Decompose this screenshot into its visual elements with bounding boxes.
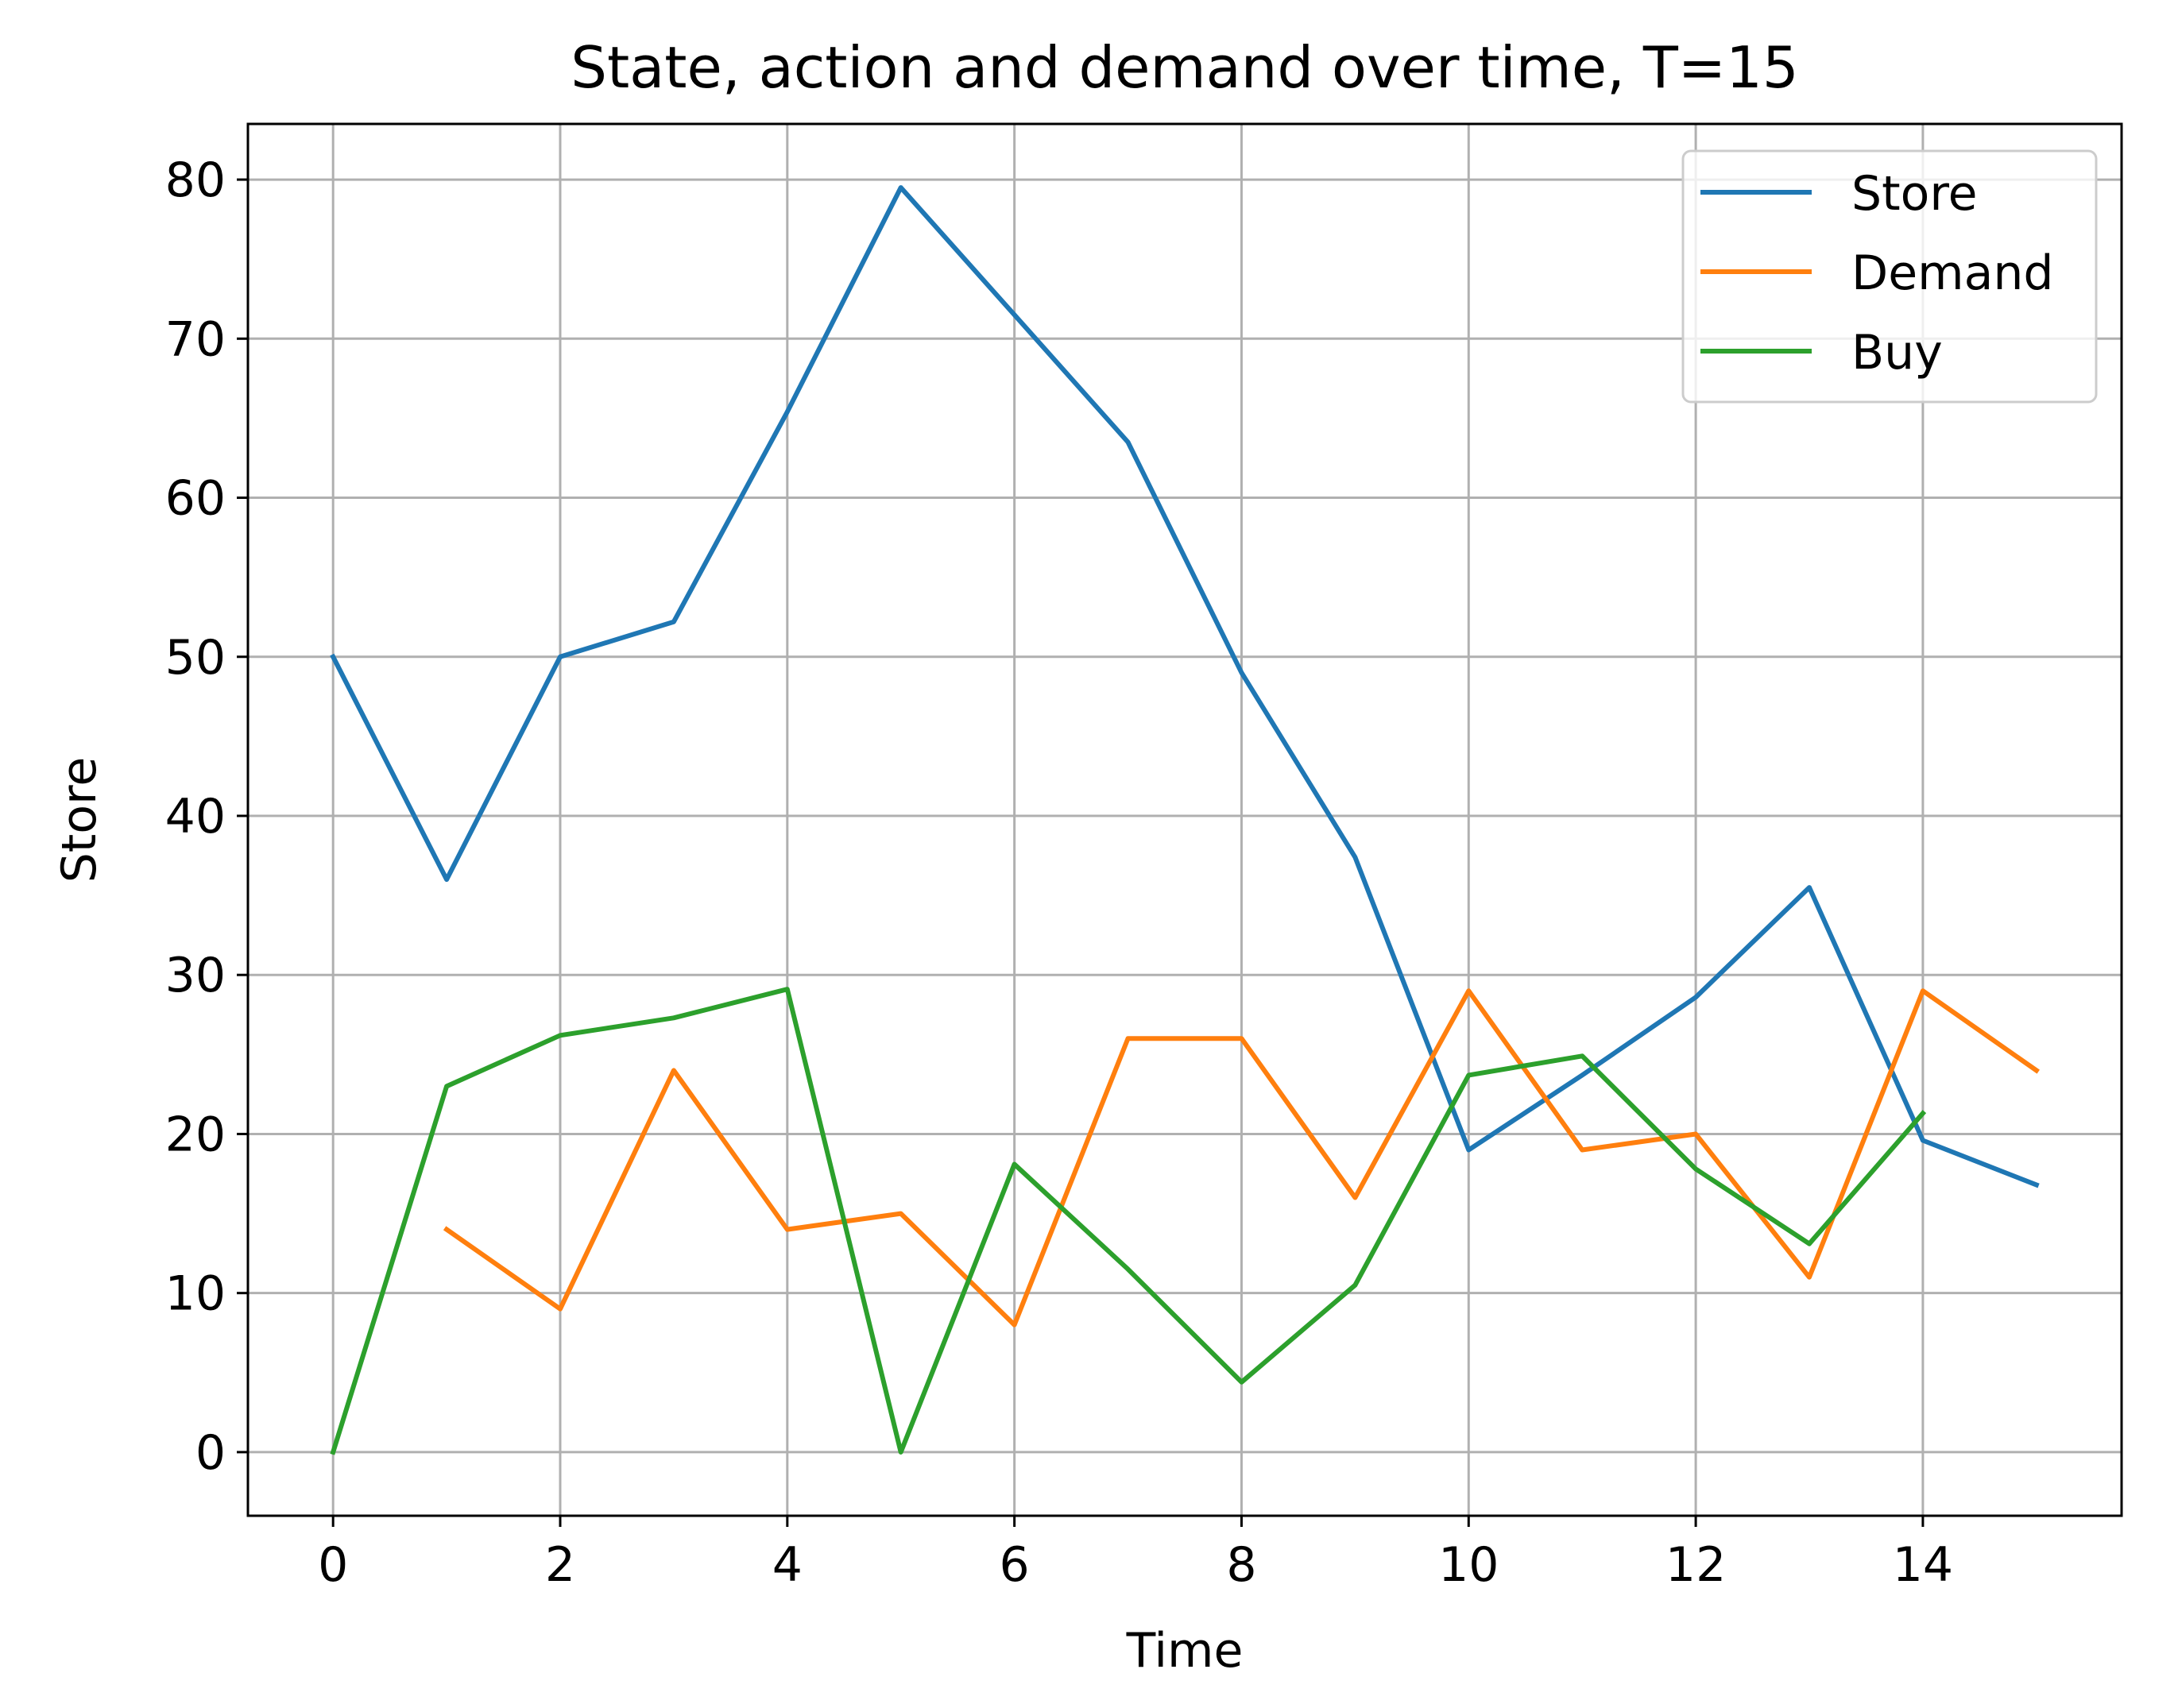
legend-label-demand: Demand bbox=[1851, 245, 2053, 301]
chart-title: State, action and demand over time, T=15 bbox=[571, 34, 1799, 101]
x-tick-label: 2 bbox=[545, 1537, 575, 1593]
x-axis-label: Time bbox=[1126, 1623, 1244, 1679]
x-tick-label: 6 bbox=[1000, 1537, 1030, 1593]
x-tick-label: 4 bbox=[772, 1537, 803, 1593]
y-tick-label: 50 bbox=[165, 630, 226, 686]
y-tick-label: 10 bbox=[165, 1266, 226, 1322]
y-tick-label: 60 bbox=[165, 471, 226, 527]
y-tick-label: 30 bbox=[165, 948, 226, 1003]
y-tick-label: 70 bbox=[165, 311, 226, 367]
x-tick-label: 14 bbox=[1893, 1537, 1953, 1593]
x-tick-label: 10 bbox=[1438, 1537, 1499, 1593]
y-tick-label: 80 bbox=[165, 153, 226, 208]
y-axis-label: Store bbox=[52, 757, 107, 883]
y-axis-ticks: 0 10 20 30 40 50 60 70 80 bbox=[165, 153, 248, 1481]
legend-label-buy: Buy bbox=[1851, 325, 1943, 381]
x-tick-label: 12 bbox=[1665, 1537, 1726, 1593]
legend-label-store: Store bbox=[1851, 166, 1978, 222]
y-tick-label: 20 bbox=[165, 1107, 226, 1162]
x-tick-label: 0 bbox=[318, 1537, 348, 1593]
y-tick-label: 0 bbox=[195, 1425, 226, 1481]
y-tick-label: 40 bbox=[165, 789, 226, 844]
legend: Store Demand Buy bbox=[1681, 149, 2098, 404]
series-lines bbox=[330, 185, 2040, 1455]
x-axis-ticks: 0 2 4 6 8 10 12 14 bbox=[318, 1516, 1953, 1593]
legend-box bbox=[1681, 149, 2098, 404]
series-line-demand bbox=[443, 988, 2040, 1327]
series-line-store bbox=[330, 185, 2040, 1188]
x-tick-label: 8 bbox=[1226, 1537, 1256, 1593]
series-line-buy bbox=[330, 987, 1927, 1455]
plot-area-frame bbox=[246, 122, 2123, 1517]
